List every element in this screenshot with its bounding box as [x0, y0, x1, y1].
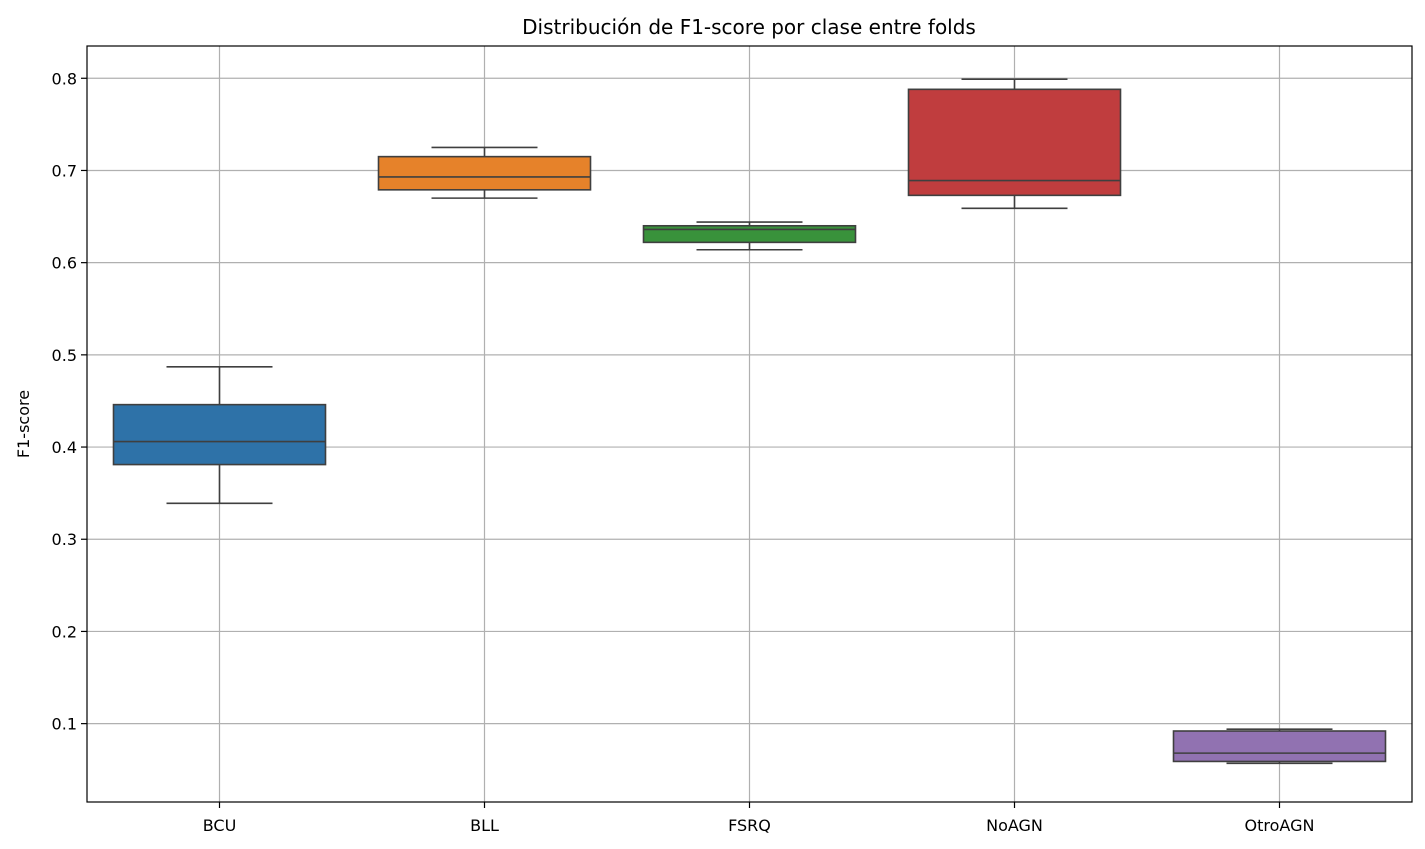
x-tick-label: BCU: [203, 816, 237, 835]
x-tick-label: BLL: [470, 816, 499, 835]
box-bcu: [112, 366, 327, 505]
box-bll: [377, 146, 592, 199]
iqr-box: [907, 88, 1122, 197]
x-axis: BCU BLL FSRQ NoAGN OtroAGN: [203, 802, 1315, 835]
iqr-box: [112, 403, 327, 466]
iqr-box: [1172, 730, 1387, 763]
x-tick-label: FSRQ: [728, 816, 771, 835]
y-tick-label: 0.3: [52, 530, 77, 549]
y-tick-label: 0.2: [52, 622, 77, 641]
y-axis-label: F1-score: [14, 390, 33, 458]
x-tick-label: OtroAGN: [1245, 816, 1315, 835]
iqr-box: [642, 224, 857, 244]
box-otroagn: [1172, 728, 1387, 765]
box-noagn: [907, 78, 1122, 210]
y-tick-label: 0.7: [52, 161, 77, 180]
y-tick-label: 0.8: [52, 69, 77, 88]
y-tick-label: 0.5: [52, 346, 77, 365]
iqr-box: [377, 155, 592, 191]
y-tick-label: 0.4: [52, 438, 77, 457]
x-tick-label: NoAGN: [986, 816, 1043, 835]
boxes: [112, 78, 1387, 765]
box-fsrq: [642, 221, 857, 251]
y-axis: 0.1 0.2 0.3 0.4 0.5 0.6 0.7 0.8: [52, 69, 87, 734]
chart-title: Distribución de F1-score por clase entre…: [522, 15, 976, 39]
y-tick-label: 0.6: [52, 254, 77, 273]
y-tick-label: 0.1: [52, 715, 77, 734]
